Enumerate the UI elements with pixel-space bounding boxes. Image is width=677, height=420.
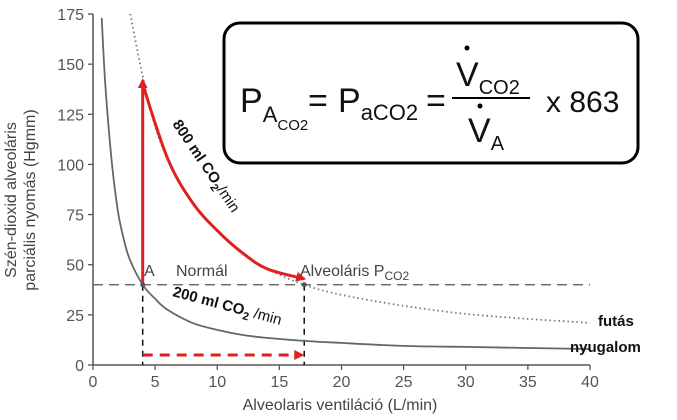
y-tick-label: 125 bbox=[57, 107, 84, 124]
x-tick-label: 35 bbox=[519, 374, 537, 391]
point-normal-marker bbox=[301, 282, 307, 288]
point-a-marker bbox=[140, 282, 146, 288]
x-tick-label: 25 bbox=[395, 374, 413, 391]
x-tick-label: 40 bbox=[581, 374, 599, 391]
formula-pa: PaCO2 bbox=[338, 82, 418, 125]
v-dot-top bbox=[464, 45, 470, 51]
y-axis: 0 25 50 75 100 125 150 175 bbox=[57, 7, 94, 375]
formula-eq1: = bbox=[308, 82, 328, 120]
x-tick-label: 15 bbox=[270, 374, 288, 391]
highlight-curve-arrow bbox=[141, 83, 307, 282]
x-tick-label: 20 bbox=[333, 374, 351, 391]
formula-lhs: PACO2 bbox=[240, 82, 308, 134]
y-tick-label: 100 bbox=[57, 157, 84, 174]
legend-nyugalom: nyugalom bbox=[570, 339, 641, 356]
point-a-label: A bbox=[144, 263, 155, 280]
rest-curve-label: 200 ml CO2 /min bbox=[170, 283, 283, 331]
x-tick-label: 30 bbox=[457, 374, 475, 391]
x-axis: 0 5 10 15 20 25 30 35 40 bbox=[89, 364, 599, 391]
legend-futas: futás bbox=[598, 313, 634, 330]
formula-multiplier: x 863 bbox=[546, 86, 619, 119]
formula-denominator: VA bbox=[468, 112, 505, 155]
x-axis-title: Alveolaris ventiláció (L/min) bbox=[243, 397, 438, 414]
y-tick-label: 25 bbox=[66, 308, 84, 325]
y-tick-label: 175 bbox=[57, 7, 84, 24]
y-axis-title-line1: Szén-dioxid alveoláris bbox=[3, 122, 20, 278]
y-tick-label: 50 bbox=[66, 258, 84, 275]
formula-eq2: = bbox=[426, 82, 446, 120]
y-tick-label: 150 bbox=[57, 57, 84, 74]
y-tick-label: 0 bbox=[75, 358, 84, 375]
alveolar-pco2-label: Alveoláris PCO2 bbox=[300, 263, 409, 283]
x-tick-label: 5 bbox=[151, 374, 160, 391]
y-tick-label: 75 bbox=[66, 208, 84, 225]
formula-box: PACO2 = PaCO2 = VCO2 VA x 863 bbox=[222, 21, 640, 165]
formula-numerator: VCO2 bbox=[456, 56, 520, 99]
y-axis-title-line2: parciális nyomás (Hgmm) bbox=[22, 109, 39, 290]
x-tick-label: 10 bbox=[208, 374, 226, 391]
x-tick-label: 0 bbox=[89, 374, 98, 391]
v-dot-bottom bbox=[477, 103, 483, 109]
series-line-nyugalom bbox=[100, 17, 591, 350]
normal-label: Normál bbox=[176, 263, 228, 280]
